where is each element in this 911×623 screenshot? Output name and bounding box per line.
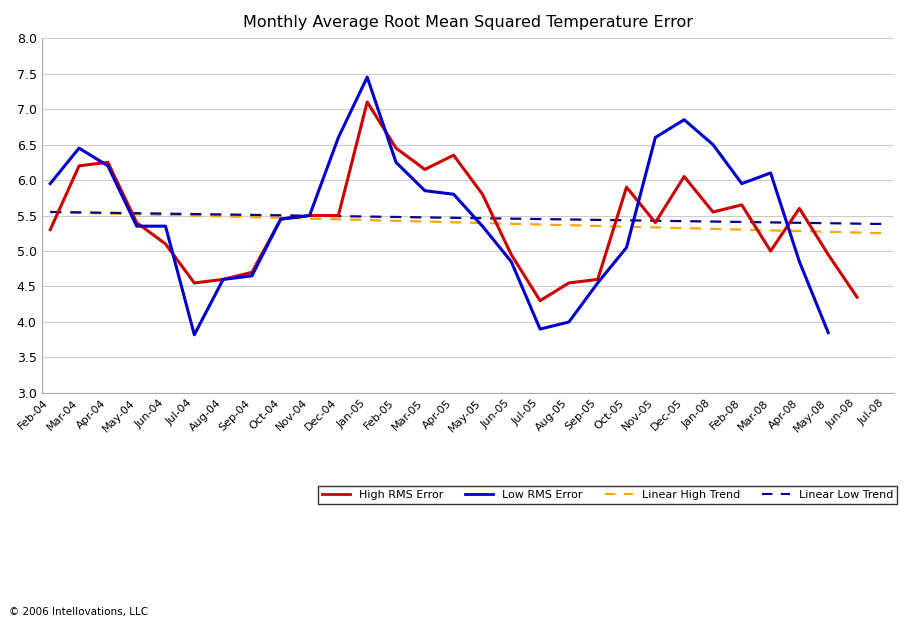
Text: © 2006 Intellovations, LLC: © 2006 Intellovations, LLC (9, 607, 148, 617)
Title: Monthly Average Root Mean Squared Temperature Error: Monthly Average Root Mean Squared Temper… (243, 15, 693, 30)
Legend: High RMS Error, Low RMS Error, Linear High Trend, Linear Low Trend: High RMS Error, Low RMS Error, Linear Hi… (318, 485, 897, 505)
